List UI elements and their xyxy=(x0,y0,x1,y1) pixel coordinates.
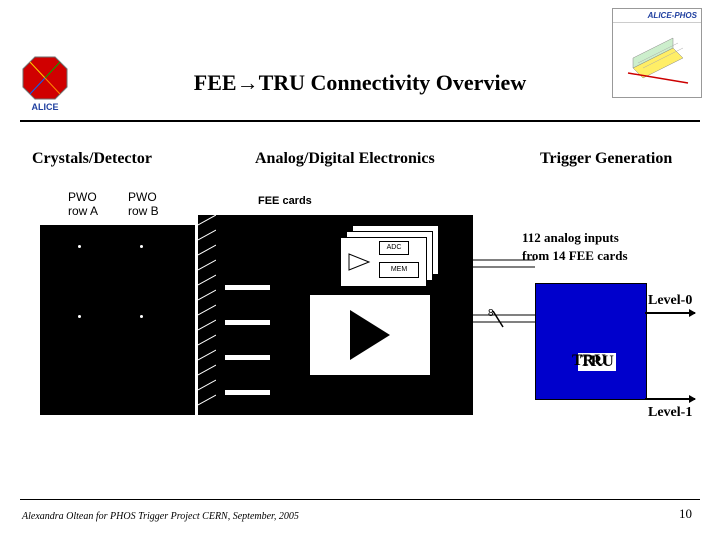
section-trigger: Trigger Generation xyxy=(540,150,672,168)
section-analog: Analog/Digital Electronics xyxy=(255,150,435,168)
pwo-row-b: PWO row B xyxy=(128,190,159,218)
level0-arrow xyxy=(645,312,695,314)
amp-outline xyxy=(310,295,430,375)
pwo-row-a: PWO row A xyxy=(68,190,98,218)
cut-line xyxy=(225,355,270,360)
bus-width: 8 xyxy=(488,308,494,319)
page-title: FEE→TRU Connectivity Overview xyxy=(0,70,720,96)
crystal-dot xyxy=(140,315,143,318)
mem-label: MEM xyxy=(379,262,419,278)
crystal-dot xyxy=(78,245,81,248)
level1-label: Level-1 xyxy=(648,405,692,421)
level1-arrow xyxy=(645,398,695,400)
hatch-strip xyxy=(198,215,216,415)
title-rule xyxy=(20,120,700,122)
tru-box xyxy=(535,283,647,400)
cut-line xyxy=(225,320,270,325)
note-line1: 112 analog inputs xyxy=(522,230,619,246)
fee-cards-label: FEE cards xyxy=(258,195,312,207)
crystal-dot xyxy=(140,245,143,248)
footer-text: Alexandra Oltean for PHOS Trigger Projec… xyxy=(22,511,299,522)
adc-label: ADC xyxy=(379,241,409,255)
tru-text: TRU xyxy=(572,352,606,370)
crystal-dot xyxy=(78,315,81,318)
footer-rule xyxy=(20,499,700,500)
level0-label: Level-0 xyxy=(648,293,692,309)
svg-text:ALICE: ALICE xyxy=(32,102,59,112)
logo-label: ALICE-PHOS xyxy=(613,9,701,23)
detector-block xyxy=(40,225,195,415)
cut-line xyxy=(225,390,270,395)
section-crystals: Crystals/Detector xyxy=(32,150,152,168)
cut-line xyxy=(225,285,270,290)
fee-card: ADC MEM xyxy=(340,237,427,287)
page-number: 10 xyxy=(679,506,692,522)
